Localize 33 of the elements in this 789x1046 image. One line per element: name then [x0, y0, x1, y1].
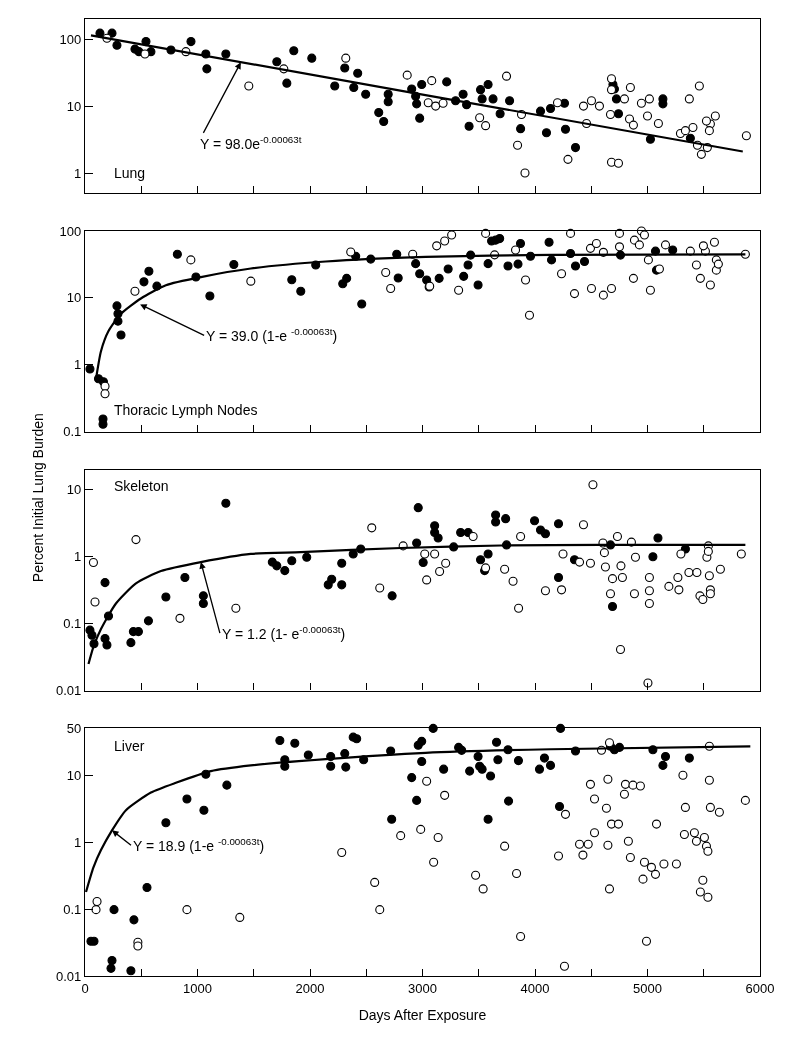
- y-tick-label: 0.1: [63, 901, 82, 917]
- x-tick-label: 6000: [745, 980, 775, 996]
- x-tick-label: 3000: [408, 980, 437, 996]
- annotation: Liver: [114, 738, 145, 754]
- x-tick-label: 1000: [183, 980, 212, 996]
- y-tick-label: 1: [74, 357, 82, 373]
- y-tick-label: 1: [74, 549, 82, 565]
- x-tick-label: 4000: [520, 980, 550, 996]
- x-tick-label: 2000: [295, 980, 325, 996]
- annotation: Y = 1.2 (1- e$^{-0.00063t}$): [222, 624, 346, 642]
- y-tick-label: 10: [66, 482, 82, 498]
- y-tick-label: 50: [66, 720, 82, 736]
- y-tick-label: 1: [74, 165, 82, 181]
- annotation: Y = 18.9 (1-e $^{-0.00063t}$): [133, 836, 265, 854]
- annotation: Skeleton: [114, 478, 169, 494]
- x-axis-title: Days After Exposure: [358, 1007, 487, 1023]
- y-tick-label: 0.1: [63, 424, 82, 440]
- annotation: Y = 98.0e$^{-0.00063t}$: [200, 134, 302, 152]
- y-tick-label: 0.1: [63, 616, 82, 632]
- y-tick-label: 10: [66, 767, 82, 783]
- y-tick-label: 100: [59, 223, 82, 239]
- y-tick-label: 0.01: [55, 683, 82, 699]
- y-tick-label: 1: [74, 834, 82, 850]
- y-tick-label: 0.01: [55, 968, 82, 984]
- y-tick-label: 10: [66, 290, 82, 306]
- y-axis-title: Percent Initial Lung Burden: [30, 413, 47, 583]
- y-tick-label: 100: [59, 31, 82, 47]
- annotation: Y = 39.0 (1-e $^{-0.00063t}$): [206, 326, 338, 344]
- annotation: Lung: [114, 165, 146, 181]
- x-tick-label: 0: [81, 980, 89, 996]
- x-tick-label: 5000: [633, 980, 662, 996]
- y-tick-label: 10: [66, 98, 82, 114]
- annotation: Thoracic Lymph Nodes: [114, 402, 258, 418]
